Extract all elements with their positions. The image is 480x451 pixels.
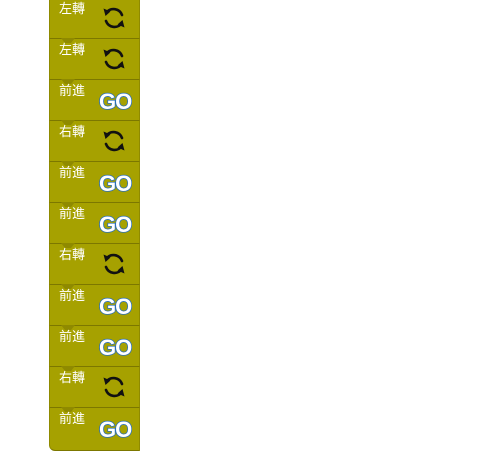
block-label: 右轉 xyxy=(59,248,86,263)
go-icon: GO xyxy=(98,414,132,442)
block-label: 前進 xyxy=(59,289,86,304)
rotate-icon xyxy=(100,127,128,155)
block-connector-notch xyxy=(61,120,75,125)
block-label: 右轉 xyxy=(59,125,86,140)
block-connector-notch xyxy=(61,161,75,166)
code-block-forward[interactable]: 前進 GO xyxy=(49,284,140,326)
code-block-forward[interactable]: 前進 GO xyxy=(49,325,140,367)
svg-text:GO: GO xyxy=(99,294,132,319)
block-connector-notch xyxy=(61,284,75,289)
go-icon: GO xyxy=(98,168,132,196)
stack-bottom-connector xyxy=(58,446,80,450)
svg-text:GO: GO xyxy=(99,171,132,196)
rotate-icon xyxy=(100,4,128,32)
block-connector-notch xyxy=(61,243,75,248)
rotate-icon xyxy=(100,45,128,73)
block-connector-notch xyxy=(61,407,75,412)
go-icon: GO xyxy=(98,332,132,360)
block-label: 前進 xyxy=(59,84,86,99)
block-label: 右轉 xyxy=(59,371,86,386)
svg-text:GO: GO xyxy=(99,89,132,114)
code-block-turn-right[interactable]: 右轉 xyxy=(49,243,140,285)
svg-text:GO: GO xyxy=(99,417,132,442)
code-block-turn-left[interactable]: 左轉 xyxy=(49,38,140,80)
go-icon: GO xyxy=(98,86,132,114)
block-label: 左轉 xyxy=(59,2,86,17)
code-block-forward[interactable]: 前進 GO xyxy=(49,161,140,203)
code-block-turn-right[interactable]: 右轉 xyxy=(49,120,140,162)
code-block-turn-right[interactable]: 右轉 xyxy=(49,366,140,408)
svg-text:GO: GO xyxy=(99,212,132,237)
code-block-turn-left[interactable]: 左轉 xyxy=(49,0,140,39)
rotate-icon xyxy=(100,373,128,401)
code-block-forward[interactable]: 前進 GO xyxy=(49,407,140,451)
go-icon: GO xyxy=(98,291,132,319)
block-connector-notch xyxy=(61,79,75,84)
block-label: 前進 xyxy=(59,166,86,181)
rotate-icon xyxy=(100,250,128,278)
block-stack[interactable]: 左轉 左轉 前進 GO 右轉 前進 GO 前進 GO 右轉 前進 GO 前進 GO 右轉 前進 GO xyxy=(49,0,140,451)
block-connector-notch xyxy=(61,202,75,207)
block-connector-notch xyxy=(61,325,75,330)
block-connector-notch xyxy=(61,38,75,43)
code-block-forward[interactable]: 前進 GO xyxy=(49,202,140,244)
svg-text:GO: GO xyxy=(99,335,132,360)
block-label: 左轉 xyxy=(59,43,86,58)
block-label: 前進 xyxy=(59,207,86,222)
code-block-forward[interactable]: 前進 GO xyxy=(49,79,140,121)
go-icon: GO xyxy=(98,209,132,237)
block-label: 前進 xyxy=(59,330,86,345)
block-connector-notch xyxy=(61,366,75,371)
block-label: 前進 xyxy=(59,412,86,427)
